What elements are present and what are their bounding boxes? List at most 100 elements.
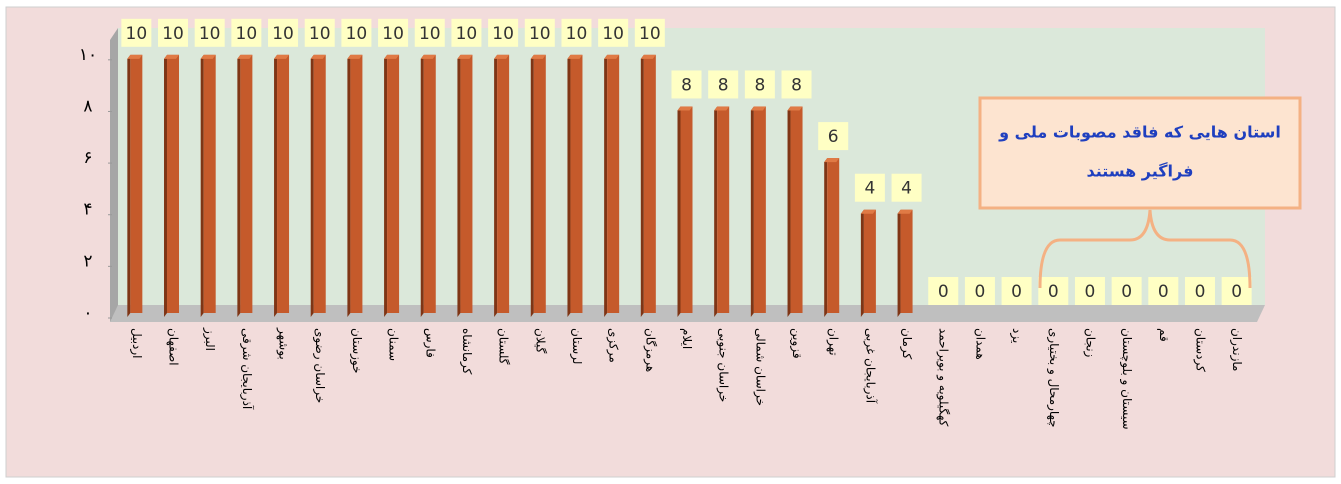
value-label-box: [1001, 277, 1032, 305]
value-label-box: [781, 70, 812, 99]
value-label-box: [744, 70, 775, 99]
x-tick-label: اردبیل: [129, 328, 144, 359]
bar-top: [530, 54, 546, 59]
bar-side: [200, 54, 204, 318]
bar-top: [237, 54, 253, 59]
value-label: 10: [566, 24, 588, 44]
value-label: 10: [456, 24, 478, 44]
value-label: 10: [236, 24, 258, 44]
x-tick-label: کرمان: [899, 328, 914, 360]
value-label-box: [158, 18, 189, 47]
bar-side: [897, 209, 901, 317]
bar-side: [824, 158, 828, 317]
x-tick-label: خراسان شمالی: [752, 328, 767, 406]
value-label: 8: [754, 75, 765, 95]
x-tick-label: قم: [1157, 328, 1171, 342]
value-label: 10: [419, 24, 441, 44]
bar-top: [640, 54, 656, 59]
value-label: 10: [309, 24, 331, 44]
bar-top: [384, 54, 400, 59]
bar-top: [127, 54, 143, 59]
value-label: 0: [1085, 282, 1096, 302]
x-tick-label: کهگیلویه و بویراحمد: [936, 328, 951, 427]
x-tick-label: آذربایجان شرقی: [239, 328, 255, 410]
value-label-box: [854, 173, 885, 202]
bar: [130, 54, 143, 314]
x-tick-label: تهران: [826, 328, 841, 356]
brace: [1038, 209, 1252, 289]
y-tick-label: ۸: [83, 96, 92, 116]
bar-side: [860, 209, 864, 317]
bar: [460, 54, 473, 314]
annotation: استان هایی که فاقد مصوبات ملی و: [998, 123, 1281, 142]
value-label: 10: [639, 24, 661, 44]
value-label: 0: [1195, 282, 1206, 302]
bar-top: [457, 54, 473, 59]
x-tick-label: گیلان: [533, 328, 547, 354]
value-label-box: [1111, 277, 1142, 305]
bar-side: [384, 54, 388, 318]
value-label-box: [1221, 277, 1252, 305]
value-label-box: [414, 18, 445, 47]
value-label: 6: [828, 127, 839, 147]
marks: ۰ ۲ ۴ ۶ ۸ ۱۰ اردبیل 10 اصفهان 10 البرز 10 آذربایجان …: [79, 18, 1252, 430]
bar: [607, 54, 620, 314]
bar-top: [164, 54, 180, 59]
value-label-box: [634, 18, 665, 47]
x-tick-label: آذربایجان غربی: [862, 328, 878, 404]
bar-side: [677, 106, 681, 317]
bar-side: [787, 106, 791, 317]
bar: [717, 106, 730, 313]
value-label-box: [268, 18, 299, 47]
value-label: 4: [864, 179, 875, 199]
bar-top: [714, 106, 730, 111]
bar-top: [787, 106, 803, 111]
value-label-box: [671, 70, 702, 99]
value-label: 0: [938, 282, 949, 302]
bar-side: [127, 54, 131, 318]
bar-top: [824, 158, 840, 163]
value-label-box: [891, 173, 922, 202]
x-tick-label: خوزستان: [349, 328, 364, 374]
value-label: 10: [272, 24, 294, 44]
value-label-box: [231, 18, 262, 47]
x-tick-label: گلستان: [497, 328, 511, 365]
bar: [203, 54, 216, 314]
x-tick-label: خراسان رضوی: [312, 328, 327, 403]
value-label-box: [1148, 277, 1179, 305]
bar-top: [347, 54, 363, 59]
value-label-box: [341, 18, 372, 47]
x-tick-label: مازندران: [1229, 328, 1244, 371]
bar-top: [677, 106, 693, 111]
bar: [313, 54, 326, 314]
value-label-box: [964, 277, 995, 305]
x-tick-label: کردستان: [1192, 328, 1207, 372]
value-label: 10: [529, 24, 551, 44]
bar-side: [640, 54, 644, 318]
x-tick-label: خراسان جنوبی: [716, 328, 731, 402]
value-label: 0: [1011, 282, 1022, 302]
value-label-box: [121, 18, 152, 47]
value-label-box: [1184, 277, 1215, 305]
bar-top: [494, 54, 510, 59]
value-label-box: [194, 18, 225, 47]
value-label-box: [598, 18, 629, 47]
x-tick-label: لرستان: [569, 328, 584, 364]
bar-side: [714, 106, 718, 317]
value-label: 8: [681, 75, 692, 95]
bar: [863, 209, 876, 313]
value-label: 0: [1158, 282, 1169, 302]
annotation-box: [978, 96, 1302, 210]
bar: [423, 54, 436, 314]
x-tick-label: اصفهان: [167, 328, 181, 366]
x-tick-label: یزد: [1009, 328, 1024, 343]
bar-side: [420, 54, 424, 318]
value-label-box: [708, 70, 739, 99]
x-tick-label: هرمزگان: [642, 328, 657, 372]
x-tick-label: کرمانشاه: [459, 328, 474, 375]
value-label: 10: [162, 24, 184, 44]
bar-top: [310, 54, 326, 59]
bar: [753, 106, 766, 313]
bar-top: [567, 54, 583, 59]
